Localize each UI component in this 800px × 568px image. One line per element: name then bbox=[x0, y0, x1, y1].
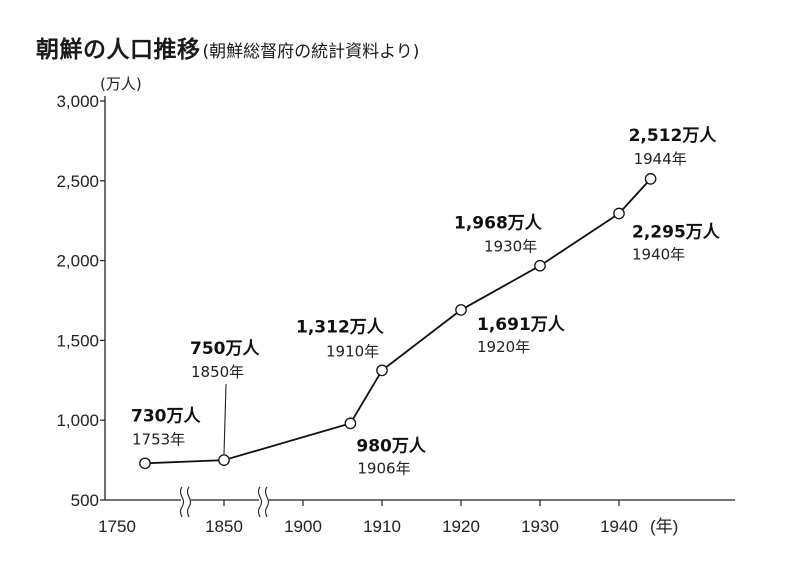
year-label: 1944年 bbox=[634, 150, 687, 168]
value-label: 980万人 bbox=[356, 436, 426, 456]
y-tick-label: 3,000 bbox=[56, 92, 99, 111]
value-label: 2,295万人 bbox=[632, 223, 721, 243]
year-label: 1940年 bbox=[632, 246, 685, 264]
data-point bbox=[613, 207, 625, 220]
data-point bbox=[644, 173, 657, 185]
axis-break-mark bbox=[179, 486, 185, 518]
value-label: 1,312万人 bbox=[296, 317, 385, 337]
data-point bbox=[344, 417, 357, 430]
y-axis-unit: (万人) bbox=[100, 75, 142, 93]
data-labels: 730万人 1753年 750万人 1850年 980万人 1906年 1,312万人 191… bbox=[131, 126, 721, 478]
population-series bbox=[139, 173, 657, 470]
value-label: 1,968万人 bbox=[454, 214, 543, 234]
x-tick-label: 1940 bbox=[600, 517, 638, 536]
year-label: 1753年 bbox=[132, 430, 185, 448]
label-leader-line bbox=[223, 384, 227, 455]
x-tick-label: 1900 bbox=[284, 517, 322, 536]
chart-title: 朝鮮の人口推移 bbox=[36, 37, 201, 63]
year-label: 1850年 bbox=[191, 363, 244, 381]
y-tick-label: 1,000 bbox=[56, 411, 99, 430]
axis-break-mark bbox=[186, 486, 192, 518]
data-point bbox=[455, 304, 467, 316]
value-label: 750万人 bbox=[190, 339, 260, 359]
value-label: 730万人 bbox=[131, 406, 201, 426]
chart-title-block: 朝鮮の人口推移 (朝鮮総督府の統計資料より) bbox=[36, 30, 419, 64]
y-axis-ticks: 3,000 2,500 2,000 1,500 1,000 500 bbox=[56, 92, 105, 510]
year-label: 1920年 bbox=[477, 338, 530, 356]
data-point bbox=[139, 457, 151, 470]
axis-break-gap bbox=[181, 498, 191, 502]
x-tick-label: 1910 bbox=[363, 517, 401, 536]
x-tick-label: 1750 bbox=[98, 517, 136, 536]
y-tick-label: 2,500 bbox=[56, 172, 99, 191]
y-tick-label: 500 bbox=[71, 491, 99, 510]
x-tick-label: 1930 bbox=[521, 517, 559, 536]
data-point bbox=[376, 364, 388, 377]
data-point bbox=[534, 259, 546, 272]
value-label: 1,691万人 bbox=[477, 315, 566, 335]
axis-break-gap bbox=[259, 498, 269, 502]
x-tick-label: 1850 bbox=[205, 517, 243, 536]
y-tick-label: 2,000 bbox=[56, 252, 99, 271]
year-label: 1910年 bbox=[326, 342, 379, 360]
axes: (万人) bbox=[100, 75, 735, 518]
population-line bbox=[144, 178, 652, 465]
chart-subtitle: (朝鮮総督府の統計資料より) bbox=[202, 42, 420, 62]
year-label: 1906年 bbox=[357, 459, 410, 477]
value-label: 2,512万人 bbox=[629, 126, 718, 146]
x-axis-ticks: 1750 1850 1900 1910 1920 1930 1940 (年) bbox=[98, 500, 678, 536]
data-point bbox=[218, 454, 230, 466]
x-axis-unit: (年) bbox=[650, 517, 678, 536]
axis-break-mark bbox=[257, 486, 263, 518]
year-label: 1930年 bbox=[484, 238, 537, 256]
x-tick-label: 1920 bbox=[442, 517, 480, 536]
axis-break-mark bbox=[264, 486, 270, 518]
y-tick-label: 1,500 bbox=[56, 331, 99, 350]
